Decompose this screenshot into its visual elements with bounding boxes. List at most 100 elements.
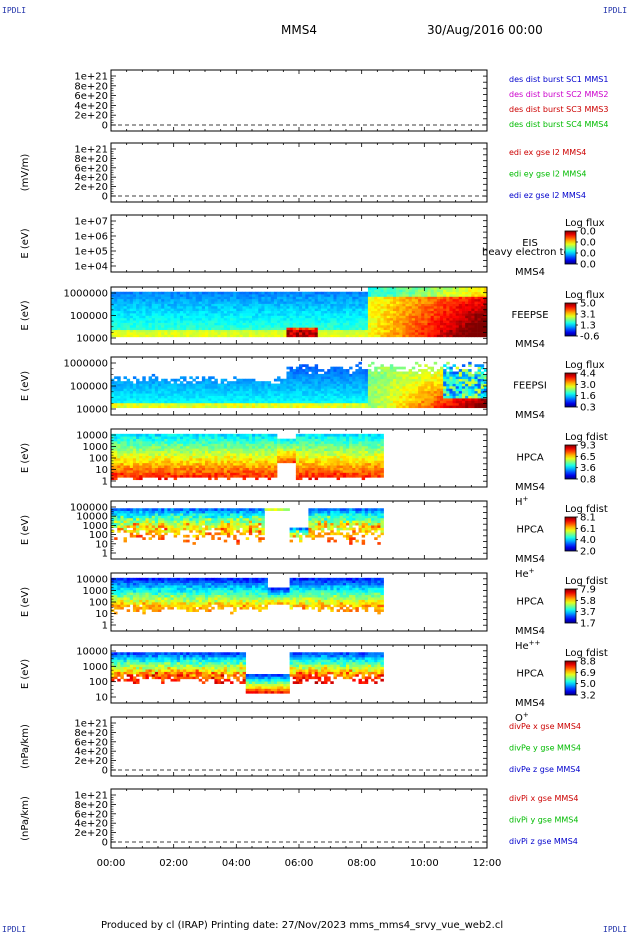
heatmap-cell <box>248 317 253 321</box>
heatmap-cell <box>455 329 460 333</box>
heatmap-cell <box>142 398 146 401</box>
heatmap-cell <box>148 291 153 295</box>
heatmap-cell <box>261 306 265 309</box>
heatmap-cell <box>186 317 190 321</box>
heatmap-cell <box>408 378 413 382</box>
heatmap-cell <box>114 458 118 461</box>
heatmap-cell <box>458 402 463 406</box>
heatmap-cell <box>320 402 325 406</box>
heatmap-cell <box>164 296 168 300</box>
heatmap-cell <box>424 310 428 314</box>
y-tick-label: 4e+20 <box>74 101 108 112</box>
heatmap-cell <box>211 313 215 316</box>
heatmap-cell <box>136 383 140 387</box>
heatmap-cell <box>123 313 127 316</box>
heatmap-cell <box>380 369 384 372</box>
heatmap-cell <box>455 308 460 312</box>
heatmap-cell <box>208 306 212 309</box>
heatmap-cell <box>236 390 240 394</box>
heatmap-cell <box>280 298 284 302</box>
heatmap-cell <box>233 308 237 312</box>
heatmap-cell <box>129 470 134 473</box>
heatmap-cell <box>167 315 171 319</box>
heatmap-cell <box>183 472 187 476</box>
heatmap-cell <box>458 315 463 319</box>
heatmap-cell <box>330 291 334 295</box>
heatmap-cell <box>411 296 416 300</box>
heatmap-cell <box>468 332 472 335</box>
heatmap-cell <box>205 315 209 319</box>
heatmap-cell <box>208 395 212 399</box>
heatmap-cell <box>139 445 143 449</box>
heatmap-cell <box>283 398 287 401</box>
heatmap-cell <box>176 448 181 452</box>
heatmap-cell <box>161 308 165 312</box>
heatmap-cell <box>327 322 331 326</box>
heatmap-cell <box>380 291 384 295</box>
heatmap-cell <box>148 303 153 307</box>
heatmap-cell <box>164 378 168 382</box>
heatmap-cell <box>367 393 372 396</box>
heatmap-cell <box>208 322 212 326</box>
heatmap-cell <box>349 310 353 314</box>
heatmap-cell <box>214 320 218 323</box>
heatmap-cell <box>355 315 359 319</box>
heatmap-cell <box>411 378 416 382</box>
heatmap-cell <box>114 453 118 456</box>
heatmap-cell <box>201 402 206 406</box>
heatmap-cell <box>317 390 322 394</box>
heatmap-cell <box>179 291 184 295</box>
heatmap-cell <box>361 393 366 396</box>
heatmap-cell <box>474 402 478 406</box>
heatmap-cell <box>183 298 187 302</box>
heatmap-cell <box>136 405 140 409</box>
heatmap-cell <box>173 317 178 321</box>
heatmap-cell <box>173 308 178 312</box>
heatmap-cell <box>273 405 278 409</box>
heatmap-cell <box>248 395 253 399</box>
heatmap-cell <box>324 398 328 401</box>
heatmap-cell <box>311 313 315 316</box>
heatmap-cell <box>114 393 118 396</box>
heatmap-cell <box>148 322 153 326</box>
heatmap-cell <box>145 388 149 392</box>
heatmap-cell <box>371 393 375 396</box>
heatmap-cell <box>477 398 482 401</box>
heatmap-cell <box>145 460 149 464</box>
heatmap-cell <box>201 378 206 382</box>
heatmap-cell <box>201 393 206 396</box>
heatmap-cell <box>179 448 184 452</box>
heatmap-cell <box>129 388 134 392</box>
heatmap-cell <box>436 291 441 295</box>
heatmap-cell <box>179 390 184 394</box>
heatmap-cell <box>145 400 149 404</box>
heatmap-cell <box>114 332 118 335</box>
heatmap-cell <box>308 393 312 396</box>
heatmap-cell <box>352 373 356 377</box>
heatmap-cell <box>123 376 127 380</box>
heatmap-cell <box>311 405 315 409</box>
heatmap-cell <box>192 313 196 316</box>
heatmap-cell <box>161 438 165 442</box>
heatmap-cell <box>352 334 356 338</box>
heatmap-cell <box>208 313 212 316</box>
heatmap-cell <box>120 298 124 302</box>
heatmap-cell <box>205 313 209 316</box>
heatmap-cell <box>126 306 131 309</box>
heatmap-cell <box>277 291 281 295</box>
heatmap-cell <box>220 381 225 384</box>
heatmap-cell <box>139 453 143 456</box>
heatmap-cell <box>440 301 444 304</box>
heatmap-cell <box>377 402 381 406</box>
heatmap-cell <box>405 327 409 331</box>
heatmap-cell <box>474 405 478 409</box>
heatmap-cell <box>336 388 341 392</box>
heatmap-cell <box>111 455 115 459</box>
heatmap-cell <box>364 386 369 389</box>
heatmap-cell <box>142 436 146 439</box>
heatmap-cell <box>389 329 394 333</box>
heatmap-cell <box>402 376 406 380</box>
heatmap-cell <box>424 402 428 406</box>
heatmap-cell <box>245 317 250 321</box>
heatmap-cell <box>333 383 337 387</box>
